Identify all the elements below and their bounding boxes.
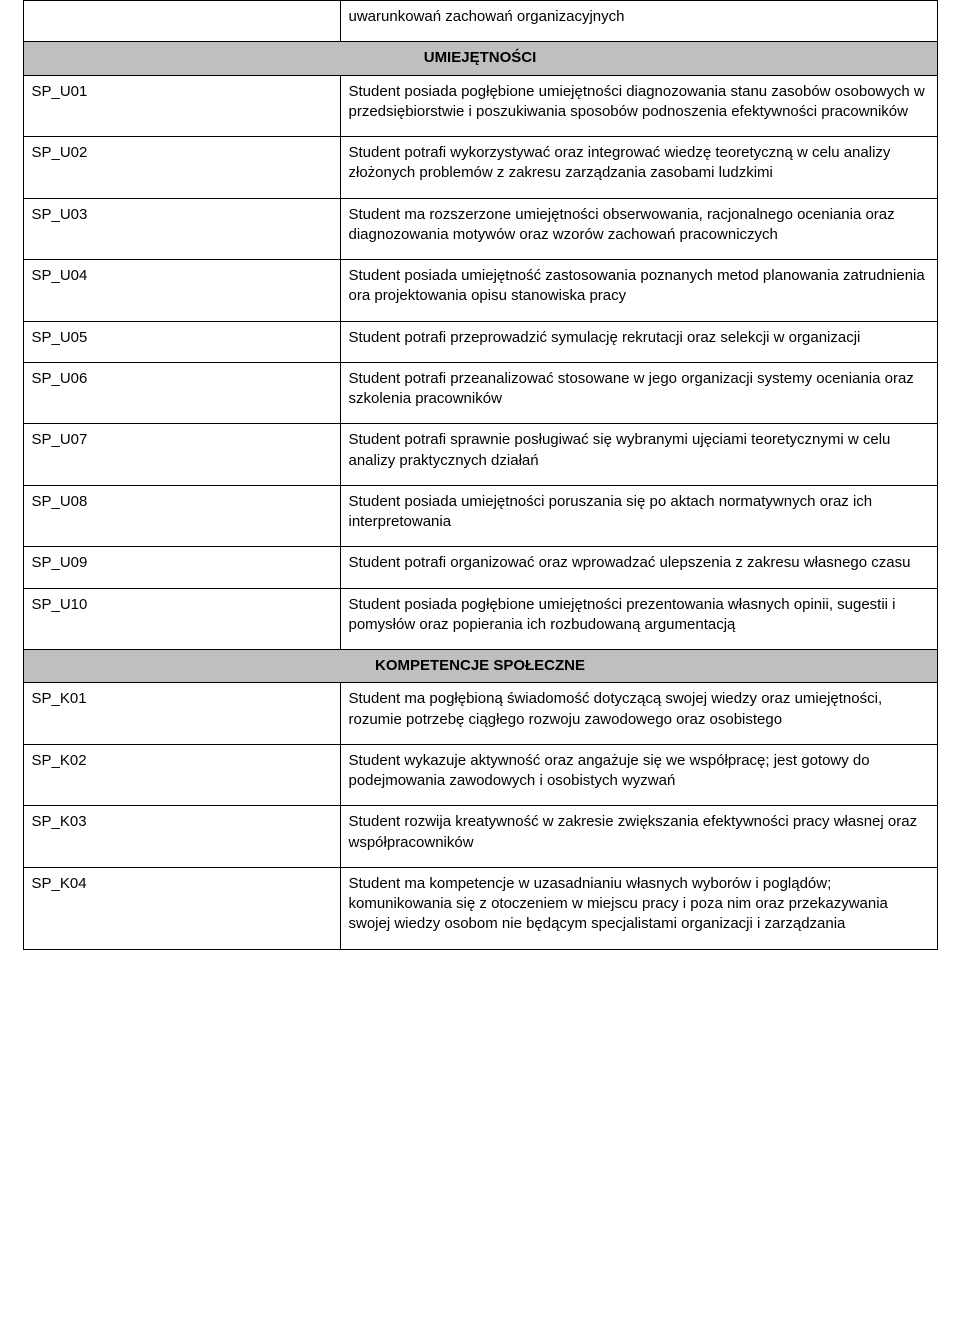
section-header: KOMPETENCJE SPOŁECZNE [23,650,937,683]
outcome-code: SP_U07 [23,424,340,486]
table-row: KOMPETENCJE SPOŁECZNE [23,650,937,683]
table-row: SP_U01Student posiada pogłębione umiejęt… [23,75,937,137]
outcome-description: Student rozwija kreatywność w zakresie z… [340,806,937,868]
outcome-description: Student potrafi przeprowadzić symulację … [340,321,937,362]
outcome-description: Student potrafi sprawnie posługiwać się … [340,424,937,486]
outcome-description: uwarunkowań zachowań organizacyjnych [340,1,937,42]
outcome-code [23,1,340,42]
outcome-code: SP_U05 [23,321,340,362]
outcome-code: SP_U02 [23,137,340,199]
table-row: SP_K04Student ma kompetencje w uzasadnia… [23,867,937,949]
outcome-description: Student ma pogłębioną świadomość dotyczą… [340,683,937,745]
outcome-description: Student posiada pogłębione umiejętności … [340,75,937,137]
outcome-description: Student wykazuje aktywność oraz angażuje… [340,744,937,806]
outcome-description: Student potrafi przeanalizować stosowane… [340,362,937,424]
outcome-code: SP_U01 [23,75,340,137]
outcome-code: SP_U06 [23,362,340,424]
table-row: SP_U07Student potrafi sprawnie posługiwa… [23,424,937,486]
table-row: SP_K03Student rozwija kreatywność w zakr… [23,806,937,868]
outcome-code: SP_K01 [23,683,340,745]
outcome-code: SP_U03 [23,198,340,260]
table-row: SP_U04Student posiada umiejętność zastos… [23,260,937,322]
table-row: SP_U09Student potrafi organizować oraz w… [23,547,937,588]
outcome-description: Student ma kompetencje w uzasadnianiu wł… [340,867,937,949]
outcome-code: SP_U09 [23,547,340,588]
table-row: SP_K01Student ma pogłębioną świadomość d… [23,683,937,745]
outcome-description: Student ma rozszerzone umiejętności obse… [340,198,937,260]
outcome-description: Student posiada umiejętności poruszania … [340,485,937,547]
outcome-description: Student posiada umiejętność zastosowania… [340,260,937,322]
table-row: SP_U08Student posiada umiejętności porus… [23,485,937,547]
table-row: UMIEJĘTNOŚCI [23,42,937,75]
table-row: SP_U06Student potrafi przeanalizować sto… [23,362,937,424]
section-header: UMIEJĘTNOŚCI [23,42,937,75]
outcome-code: SP_U04 [23,260,340,322]
table-row: SP_K02Student wykazuje aktywność oraz an… [23,744,937,806]
table-row: SP_U02Student potrafi wykorzystywać oraz… [23,137,937,199]
outcome-code: SP_K02 [23,744,340,806]
outcome-code: SP_U08 [23,485,340,547]
outcome-code: SP_K04 [23,867,340,949]
outcomes-table: uwarunkowań zachowań organizacyjnychUMIE… [23,0,938,950]
outcome-description: Student posiada pogłębione umiejętności … [340,588,937,650]
table-row: SP_U10Student posiada pogłębione umiejęt… [23,588,937,650]
table-row: uwarunkowań zachowań organizacyjnych [23,1,937,42]
outcome-description: Student potrafi organizować oraz wprowad… [340,547,937,588]
outcome-code: SP_U10 [23,588,340,650]
table-row: SP_U05Student potrafi przeprowadzić symu… [23,321,937,362]
table-row: SP_U03Student ma rozszerzone umiejętnośc… [23,198,937,260]
outcome-description: Student potrafi wykorzystywać oraz integ… [340,137,937,199]
outcome-code: SP_K03 [23,806,340,868]
